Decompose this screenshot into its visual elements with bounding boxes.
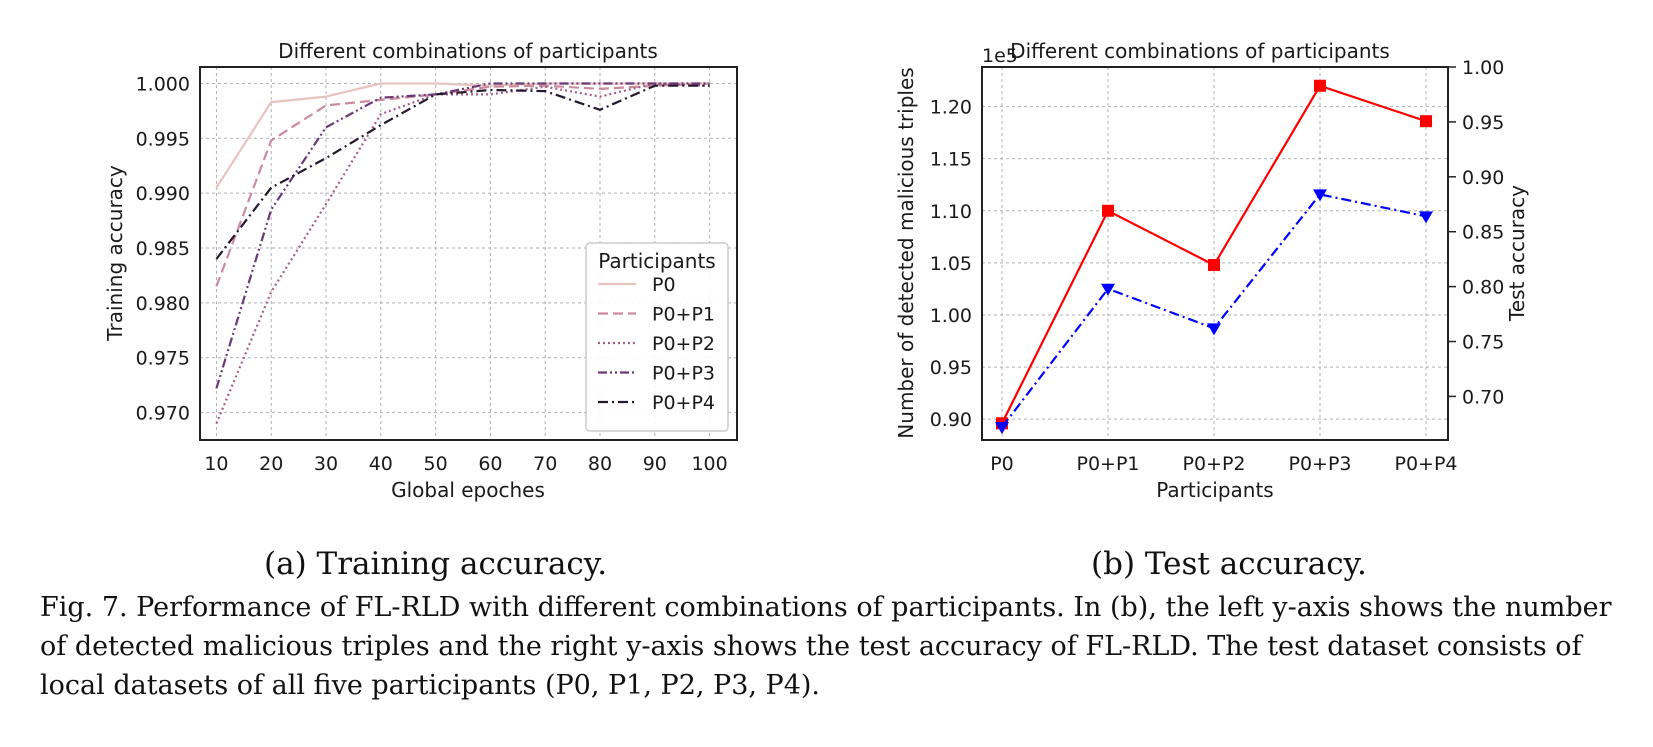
series-lines	[995, 79, 1433, 435]
triangle-marker	[1313, 189, 1327, 202]
series-line-p0-p1	[215, 82, 710, 287]
x-tick-label: P0+P1	[1076, 453, 1139, 475]
y-tick-label: 0.970	[136, 403, 190, 425]
legend-label: P0+P4	[652, 392, 715, 414]
series-lines	[215, 82, 710, 424]
legend-box	[585, 242, 729, 432]
x-tick-label: 50	[424, 453, 448, 475]
legend-label: P0+P1	[652, 304, 715, 326]
right-y-tick-label: 1.00	[1462, 57, 1504, 79]
series-line-p0	[215, 82, 710, 189]
right-y-tick-label: 0.75	[1462, 332, 1504, 354]
right-y-tick-label: 0.95	[1462, 112, 1504, 134]
x-tick-label: P0+P4	[1394, 453, 1457, 475]
triangle-marker	[1207, 323, 1221, 336]
x-tick-label: 40	[369, 453, 393, 475]
square-marker	[1102, 204, 1114, 217]
test-accuracy-chart: P0 P0+P1 P0+P2 P0+P3 P0+P4 0.90 0.95 1.00 1.05 1…	[894, 39, 1529, 502]
plot-frame	[981, 66, 1449, 441]
subcaption-b: (b) Test accuracy.	[1091, 546, 1367, 582]
right-y-tick-label: 0.90	[1462, 167, 1504, 189]
series-line-p0-p3	[215, 82, 710, 389]
chart-title: Different combinations of participants	[1010, 39, 1390, 63]
x-tick-labels: P0 P0+P1 P0+P2 P0+P3 P0+P4	[990, 453, 1457, 475]
left-y-axis-label: Number of detected malicious triples	[894, 67, 918, 438]
left-y-tick-label: 0.90	[930, 409, 972, 431]
square-marker	[1420, 115, 1432, 128]
right-y-tick-labels: 0.70 0.75 0.80 0.85 0.90 0.95 1.00	[1462, 57, 1504, 408]
x-tick-label: 100	[691, 453, 727, 475]
y-tick-label: 0.975	[136, 348, 190, 370]
left-y-tick-label: 1.10	[930, 201, 972, 223]
left-y-tick-label: 1.05	[930, 253, 972, 275]
series-line-p0-p4	[215, 84, 710, 260]
offset-text: 1e5	[982, 45, 1018, 67]
x-tick-label: 60	[478, 453, 502, 475]
square-marker	[1208, 258, 1220, 271]
legend-label: P0	[652, 274, 676, 296]
figure-caption: Fig. 7. Performance of FL-RLD with diffe…	[40, 592, 1612, 701]
x-tick-label: 30	[314, 453, 338, 475]
y-tick-label: 0.980	[136, 293, 190, 315]
x-tick-label: 70	[533, 453, 557, 475]
legend-title: Participants	[598, 249, 715, 273]
y-axis-label: Training accuracy	[103, 165, 127, 342]
triangle-marker	[1101, 283, 1115, 296]
subcaption-a: (a) Training accuracy.	[264, 546, 608, 582]
left-y-tick-label: 1.15	[930, 149, 972, 171]
x-tick-label: 10	[204, 453, 228, 475]
x-tick-label: P0+P2	[1182, 453, 1245, 475]
x-tick-labels: 10 20 30 40 50 60 70 80 90 100	[204, 453, 727, 475]
y-tick-label: 1.000	[136, 73, 190, 95]
y-tick-label: 0.990	[136, 183, 190, 205]
x-tick-label: 90	[643, 453, 667, 475]
y-tick-label: 0.985	[136, 238, 190, 260]
y-tick-label: 0.995	[136, 128, 190, 150]
right-y-tick-label: 0.80	[1462, 277, 1504, 299]
x-tick-label: 80	[588, 453, 612, 475]
x-axis-label: Participants	[1156, 478, 1273, 502]
x-axis-label: Global epoches	[391, 478, 545, 502]
left-y-tick-labels: 0.90 0.95 1.00 1.05 1.10 1.15 1.20	[930, 97, 972, 432]
y-tick-labels: 0.970 0.975 0.980 0.985 0.990 0.995 1.000	[136, 73, 190, 424]
triangle-marker	[995, 422, 1009, 435]
triangle-marker	[1419, 211, 1433, 224]
legend-label: P0+P2	[652, 333, 715, 355]
left-y-tick-label: 0.95	[930, 357, 972, 379]
left-y-tick-label: 1.00	[930, 305, 972, 327]
right-y-tick-label: 0.85	[1462, 222, 1504, 244]
chart-title: Different combinations of participants	[278, 39, 658, 63]
grid	[982, 66, 1456, 440]
x-tick-label: 20	[259, 453, 283, 475]
square-marker	[1314, 79, 1326, 92]
legend-label: P0+P3	[652, 363, 715, 385]
legend-items: P0 P0+P1 P0+P2 P0+P3 P0+P4	[598, 274, 715, 414]
right-y-tick-label: 0.70	[1462, 386, 1504, 408]
plot-frame	[199, 66, 738, 441]
x-tick-label: P0+P3	[1288, 453, 1351, 475]
left-y-tick-label: 1.20	[930, 97, 972, 119]
x-tick-label: P0	[990, 453, 1014, 475]
right-y-axis-label: Test accuracy	[1505, 185, 1529, 322]
training-accuracy-chart: 10 20 30 40 50 60 70 80 90 100 0.9700.9750.9800.9…	[103, 39, 738, 502]
legend: Participants P0 P0+P1 P0+P2 P0+P3 P0+P4	[585, 242, 729, 432]
